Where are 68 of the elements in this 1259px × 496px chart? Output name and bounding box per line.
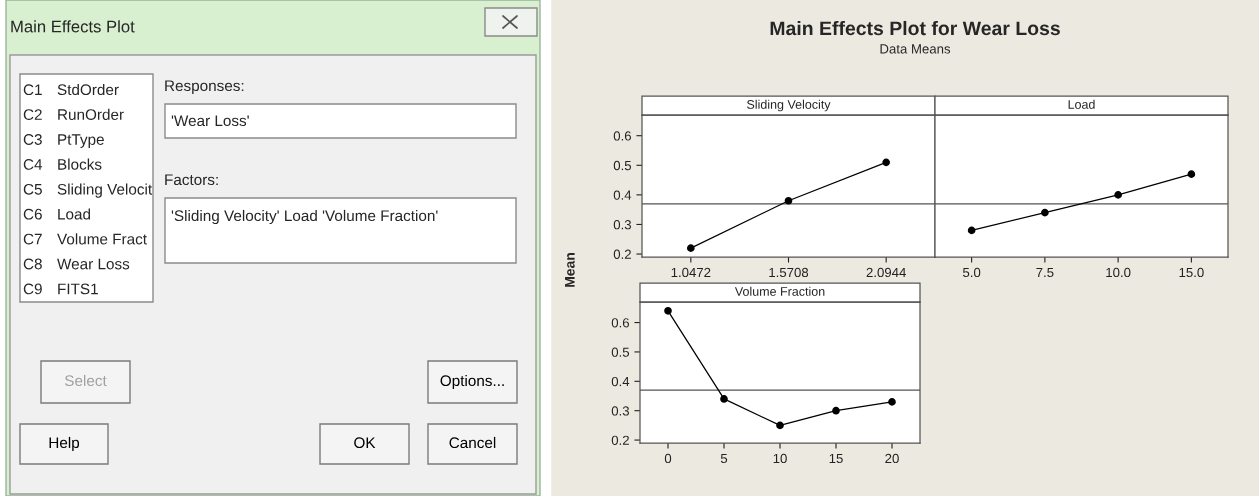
text: 'Wear Loss'	[171, 115, 249, 127]
point	[1187, 170, 1196, 178]
text: Load	[58, 208, 90, 220]
text: Main Effects Plot	[11, 20, 135, 33]
x-tick-label: 2.0944	[866, 267, 906, 278]
y-tick-label: 0.3	[613, 220, 632, 230]
text: C5	[23, 183, 42, 195]
y-tick-label: 0.6	[613, 131, 632, 141]
text: Sliding Velocit	[57, 183, 153, 198]
point	[664, 306, 672, 315]
chart-title: Volume Fraction	[734, 286, 825, 296]
y-tick-label: 0.5	[613, 160, 632, 171]
text: Select	[64, 374, 107, 387]
y-tick-label: 0.4	[611, 376, 630, 387]
text: PtType	[58, 134, 104, 148]
text: C1	[23, 84, 42, 96]
text: Help	[49, 436, 80, 452]
chart-title: Sliding Velocity	[747, 99, 831, 112]
y-tick-label: 0.2	[613, 249, 631, 259]
text: Factors:	[165, 174, 218, 186]
text: C6	[23, 208, 42, 220]
text: Data Means	[880, 44, 951, 54]
x-tick-label: 5.0	[962, 267, 981, 278]
y-tick-label: 0.3	[611, 406, 630, 416]
chart-title: Load	[1068, 99, 1095, 109]
y-tick-label: 0.6	[611, 318, 630, 328]
text: RunOrder	[58, 108, 124, 120]
x-tick-label: 7.5	[1036, 267, 1054, 278]
text: C3	[23, 134, 42, 145]
x-tick-label: 15	[829, 453, 843, 464]
point	[967, 226, 976, 235]
point	[784, 196, 793, 205]
x-tick-label: 1.0472	[671, 267, 711, 278]
text: 'Sliding Velocity' Load 'Volume Fraction'	[171, 209, 438, 225]
y-tick-label: 0.5	[611, 347, 630, 357]
text: OK	[354, 437, 376, 449]
point	[1114, 191, 1122, 199]
text: Wear Loss	[57, 258, 130, 270]
text: Main Effects Plot for Wear Loss	[770, 20, 1060, 36]
text: Blocks	[58, 158, 102, 170]
x-tick-label: 15.0	[1179, 267, 1204, 278]
text: C9	[23, 283, 42, 295]
y-tick-label: 0.2	[611, 435, 629, 445]
text: C8	[23, 258, 42, 270]
point	[720, 395, 728, 403]
text: StdOrder	[57, 83, 119, 96]
x-tick-label: 20	[885, 453, 899, 464]
point	[832, 406, 840, 415]
text: C4	[23, 158, 43, 170]
x-tick-label: 0	[664, 453, 672, 464]
point	[882, 158, 890, 167]
point	[1041, 208, 1049, 217]
x-tick-label: 10.0	[1106, 267, 1131, 278]
y-axis-title: Mean	[565, 253, 575, 287]
text: C7	[23, 233, 42, 245]
point	[687, 244, 695, 252]
text: Cancel	[449, 436, 496, 449]
x-tick-label: 10	[773, 453, 787, 464]
text: Options...	[440, 374, 504, 390]
text: C2	[23, 109, 42, 120]
point	[888, 398, 896, 406]
text: FITS1	[58, 283, 98, 295]
point	[776, 421, 784, 430]
x-tick-label: 5	[720, 453, 728, 464]
text: Responses:	[165, 80, 244, 95]
y-tick-label: 0.4	[613, 190, 632, 200]
x-tick-label: 1.5708	[769, 267, 809, 278]
text: Volume Fract	[57, 233, 147, 245]
